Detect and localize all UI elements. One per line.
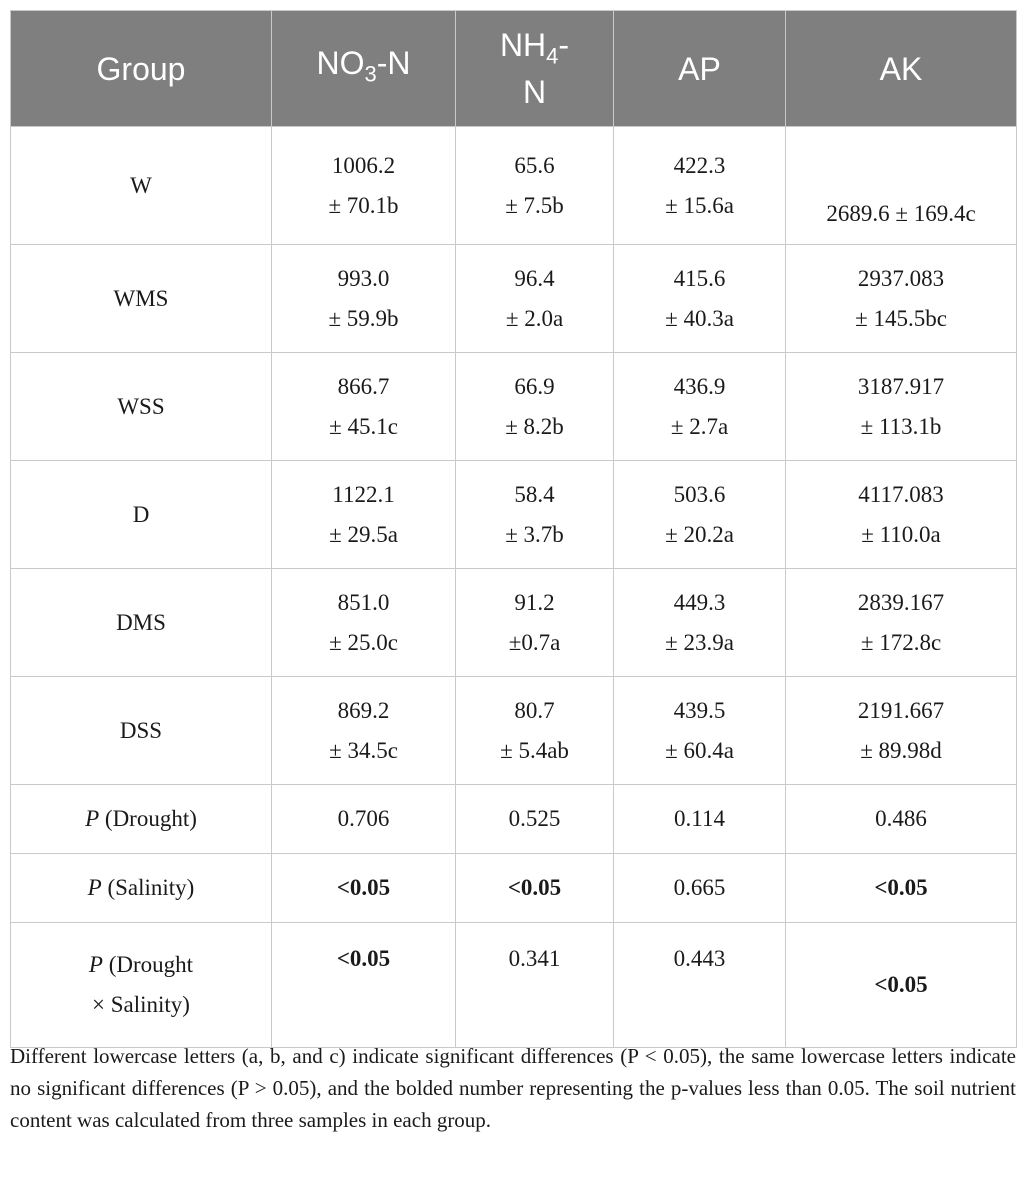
- ak-cell: 0.486: [785, 784, 1017, 854]
- table-row: D 1122.1 ± 29.5a 58.4 ± 3.7b 503.6 ± 20.2a …: [10, 460, 1017, 569]
- header-no3-n: NO3-N: [271, 10, 456, 127]
- no3-cell: 1006.2 ± 70.1b: [271, 126, 456, 245]
- ak-cell: 2839.167 ± 172.8c: [785, 568, 1017, 677]
- header-ak: AK: [785, 10, 1017, 127]
- p-label-cell: P (Salinity): [10, 853, 272, 923]
- group-cell: W: [10, 126, 272, 245]
- ap-cell: 0.114: [613, 784, 786, 854]
- nh4-cell: 80.7 ± 5.4ab: [455, 676, 614, 785]
- ap-cell: 0.665: [613, 853, 786, 923]
- ap-cell: 503.6 ± 20.2a: [613, 460, 786, 569]
- header-ap: AP: [613, 10, 786, 127]
- ak-cell: 2191.667 ± 89.98d: [785, 676, 1017, 785]
- nh4-cell: 66.9 ± 8.2b: [455, 352, 614, 461]
- p-salinity-row: P (Salinity) <0.05 <0.05 0.665 <0.05: [10, 853, 1017, 923]
- nh4-cell: 91.2 ±0.7a: [455, 568, 614, 677]
- p-label-cell: P (Drought): [10, 784, 272, 854]
- no3-cell: 869.2 ± 34.5c: [271, 676, 456, 785]
- ap-cell: 436.9 ± 2.7a: [613, 352, 786, 461]
- nh4-cell: 58.4 ± 3.7b: [455, 460, 614, 569]
- nh4-cell: 65.6 ± 7.5b: [455, 126, 614, 245]
- header-group: Group: [10, 10, 272, 127]
- header-row: Group NO3-N NH4- N AP AK: [10, 10, 1017, 127]
- p-label-cell: P (Drought × Salinity): [10, 922, 272, 1048]
- nh4-cell: <0.05: [455, 853, 614, 923]
- ap-cell: 439.5 ± 60.4a: [613, 676, 786, 785]
- ak-cell: 2937.083 ± 145.5bc: [785, 244, 1017, 353]
- no3-cell: 0.706: [271, 784, 456, 854]
- table-footnote: Different lowercase letters (a, b, and c…: [10, 1044, 1016, 1132]
- group-cell: DSS: [10, 676, 272, 785]
- group-cell: WSS: [10, 352, 272, 461]
- ak-cell: <0.05: [785, 922, 1017, 1048]
- table-row: DSS 869.2 ± 34.5c 80.7 ± 5.4ab 439.5 ± 60.4…: [10, 676, 1017, 785]
- group-cell: WMS: [10, 244, 272, 353]
- ap-cell: 0.443: [613, 922, 786, 1048]
- group-cell: D: [10, 460, 272, 569]
- no3-cell: 1122.1 ± 29.5a: [271, 460, 456, 569]
- ak-cell: <0.05: [785, 853, 1017, 923]
- nh4-cell: 0.341: [455, 922, 614, 1048]
- nh4-cell: 96.4 ± 2.0a: [455, 244, 614, 353]
- header-nh4-n: NH4- N: [455, 10, 614, 127]
- ap-cell: 449.3 ± 23.9a: [613, 568, 786, 677]
- p-interaction-row: P (Drought × Salinity) <0.05 0.341 0.443 …: [10, 922, 1017, 1048]
- ak-cell: 4117.083 ± 110.0a: [785, 460, 1017, 569]
- ak-cell: 3187.917 ± 113.1b: [785, 352, 1017, 461]
- no3-cell: <0.05: [271, 922, 456, 1048]
- table-row: WSS 866.7 ± 45.1c 66.9 ± 8.2b 436.9 ± 2.7a …: [10, 352, 1017, 461]
- p-drought-row: P (Drought) 0.706 0.525 0.114 0.486: [10, 784, 1017, 854]
- no3-cell: <0.05: [271, 853, 456, 923]
- no3-cell: 851.0 ± 25.0c: [271, 568, 456, 677]
- nutrient-table: Group NO3-N NH4- N AP AK W 1006.2 ± 70.1b …: [10, 10, 1017, 1048]
- ak-cell: 2689.6 ± 169.4c: [785, 126, 1017, 245]
- group-cell: DMS: [10, 568, 272, 677]
- table-row: W 1006.2 ± 70.1b 65.6 ± 7.5b 422.3 ± 15.6a …: [10, 126, 1017, 245]
- table-row: DMS 851.0 ± 25.0c 91.2 ±0.7a 449.3 ± 23.9a …: [10, 568, 1017, 677]
- no3-cell: 866.7 ± 45.1c: [271, 352, 456, 461]
- ap-cell: 415.6 ± 40.3a: [613, 244, 786, 353]
- ap-cell: 422.3 ± 15.6a: [613, 126, 786, 245]
- nh4-cell: 0.525: [455, 784, 614, 854]
- table-row: WMS 993.0 ± 59.9b 96.4 ± 2.0a 415.6 ± 40.3a…: [10, 244, 1017, 353]
- no3-cell: 993.0 ± 59.9b: [271, 244, 456, 353]
